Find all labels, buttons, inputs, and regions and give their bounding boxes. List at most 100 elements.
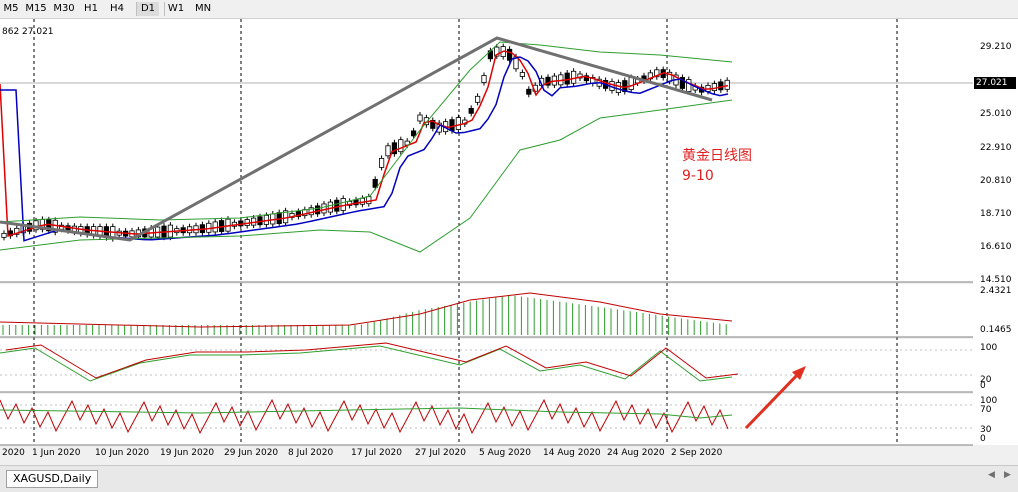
date-tick: 24 Aug 2020: [607, 448, 665, 458]
candle-body: [481, 75, 487, 83]
date-tick: 8 Jul 2020: [288, 448, 334, 458]
annotation-title: 黄金日线图: [682, 148, 752, 164]
candle-body: [526, 88, 532, 95]
price-tick: 20.810: [980, 176, 1012, 186]
candle-body: [391, 142, 398, 155]
timeframe-m5[interactable]: M5: [3, 3, 19, 14]
fast-ma-line: [0, 50, 729, 238]
candle-body: [385, 145, 391, 157]
upper-band-line: [0, 41, 733, 223]
candle-body: [474, 95, 481, 103]
oscillator-signal-line: [5, 342, 739, 379]
candle-body: [583, 75, 590, 82]
trend-line: [0, 36, 713, 242]
price-tick: 16.610: [980, 242, 1012, 252]
rsi-tick: 30: [980, 425, 992, 435]
chart-canvas: [0, 19, 973, 446]
date-tick: 2 Sep 2020: [671, 448, 723, 458]
candle-body: [718, 81, 724, 91]
candle-body: [430, 120, 436, 129]
rsi-signal-line: [0, 407, 733, 419]
candle-body: [410, 130, 417, 137]
indicator-signal-line: [0, 292, 733, 328]
price-tick: 22.910: [980, 143, 1012, 153]
indicator-tick: 0.1465: [980, 325, 1012, 335]
scroll-right-icon[interactable]: ▶: [1004, 470, 1011, 480]
candle-body: [327, 201, 334, 213]
candle-body: [468, 107, 474, 114]
candle-body: [372, 178, 378, 188]
date-tick: 1 Jun 2020: [32, 448, 81, 458]
rsi-tick: 70: [980, 405, 992, 415]
rsi-line: [0, 398, 729, 435]
candle-body: [506, 48, 513, 61]
candle-body: [494, 46, 500, 57]
candle-body: [308, 207, 314, 216]
timeframe-toolbar: M5 M15 M30 H1 H4 D1 W1 MN: [0, 0, 1018, 19]
date-tick: 27 Jul 2020: [415, 448, 466, 458]
candle-body: [679, 77, 686, 89]
oscillator-tick: 100: [980, 343, 998, 353]
candle-body: [564, 72, 570, 85]
tab-xagusd-daily[interactable]: XAGUSD,Daily: [6, 470, 99, 488]
date-tick: 14 Aug 2020: [543, 448, 601, 458]
candle-body: [340, 198, 346, 211]
price-tick: 29.210: [980, 42, 1012, 52]
ohlc-readout: 862 27.021: [2, 27, 54, 37]
timeframe-mn[interactable]: MN: [194, 3, 212, 14]
annotation-arrow: [744, 370, 802, 430]
current-price-tag: 27.021: [974, 77, 1016, 89]
chart-annotation: 黄金日线图 9-10: [682, 146, 752, 186]
annotation-arrow-head: [792, 366, 806, 380]
lower-band-line: [0, 99, 733, 253]
candle-body: [14, 227, 20, 235]
oscillator-tick: 0: [980, 381, 986, 391]
oscillator-main-line: [0, 345, 733, 382]
candle-body: [545, 76, 551, 86]
candle-body: [686, 79, 692, 92]
timeframe-w1[interactable]: W1: [164, 2, 187, 16]
date-tick: 5 Aug 2020: [479, 448, 531, 458]
price-tick: 14.510: [980, 275, 1012, 285]
chart-tab-bar: XAGUSD,Daily: [0, 465, 1018, 492]
oscillator-tick: 20: [980, 375, 992, 385]
indicator-tick: 2.4321: [980, 286, 1012, 296]
timeframe-m15[interactable]: M15: [25, 3, 47, 14]
candle-body: [449, 119, 455, 132]
rsi-tick: 100: [980, 396, 998, 406]
candle-body: [571, 70, 577, 84]
date-tick: 17 Jul 2020: [351, 448, 402, 458]
timeframe-m30[interactable]: M30: [53, 3, 75, 14]
rsi-tick: 0: [980, 434, 986, 444]
candle-body: [398, 139, 404, 153]
candle-body: [321, 203, 327, 214]
candle-body: [654, 69, 660, 78]
candle-body: [724, 79, 730, 90]
candle-body: [711, 83, 718, 92]
volume-indicator-pane[interactable]: [0, 284, 973, 337]
candle-body: [282, 210, 289, 224]
date-tick: 19 Jun 2020: [160, 448, 215, 458]
timeframe-h4[interactable]: H4: [110, 3, 124, 14]
price-tick: 18.710: [980, 209, 1012, 219]
candle-body: [295, 211, 302, 217]
date-tick: 10 Jun 2020: [95, 448, 150, 458]
candle-body: [314, 205, 321, 215]
candle-body: [455, 117, 462, 130]
candle-body: [628, 77, 634, 90]
timeframe-h1[interactable]: H1: [84, 3, 98, 14]
price-tick: 25.010: [980, 109, 1012, 119]
date-tick: 2020: [2, 448, 25, 458]
rsi-pane[interactable]: [0, 394, 973, 445]
candle-body: [334, 199, 340, 212]
timeframe-d1[interactable]: D1: [136, 2, 159, 16]
candle-body: [417, 114, 423, 122]
oscillator-pane[interactable]: [0, 339, 973, 392]
candle-body: [1, 232, 7, 238]
date-tick: 29 Jun 2020: [224, 448, 279, 458]
candle-body: [615, 82, 622, 93]
candle-body: [519, 72, 526, 77]
annotation-date: 9-10: [682, 168, 714, 184]
price-axis: [973, 19, 1018, 445]
scroll-left-icon[interactable]: ◀: [988, 470, 995, 480]
